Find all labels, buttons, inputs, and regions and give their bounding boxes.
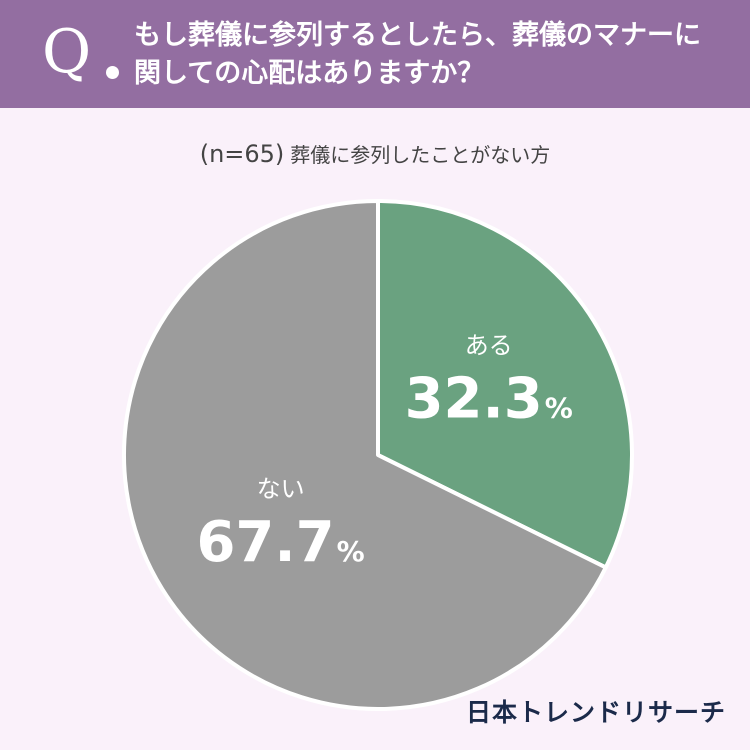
sample-size: (n=65)	[199, 140, 285, 168]
pie-slice-1	[376, 199, 634, 570]
slice-label: ない	[257, 475, 305, 503]
slice-value-number: 67.7	[196, 510, 334, 575]
slice-label: ある	[465, 332, 513, 360]
question-text: もし葬儀に参列するとしたら、葬儀のマナーに 関しての心配はありますか？	[134, 17, 734, 93]
slice-value-unit: %	[337, 535, 365, 568]
pie-slice-2	[122, 199, 608, 711]
q-letter: Q	[42, 17, 92, 87]
slice-value: 67.7%	[196, 510, 364, 575]
respondent-group: 葬儀に参列したことがない方	[290, 143, 551, 167]
question-header: Q もし葬儀に参列するとしたら、葬儀のマナーに 関しての心配はありますか？	[0, 0, 750, 108]
brand-logo: 日本トレンドリサーチ	[465, 698, 726, 727]
slice-value-unit: %	[545, 392, 573, 425]
slice-value-number: 32.3	[405, 367, 543, 432]
chart-subtitle: (n=65) 葬儀に参列したことがない方	[0, 140, 750, 169]
slice-value: 32.3%	[405, 367, 573, 432]
question-line-1: もし葬儀に参列するとしたら、葬儀のマナーに	[134, 20, 701, 51]
q-dot	[106, 66, 119, 79]
question-line-2: 関しての心配はありますか？	[134, 58, 485, 89]
